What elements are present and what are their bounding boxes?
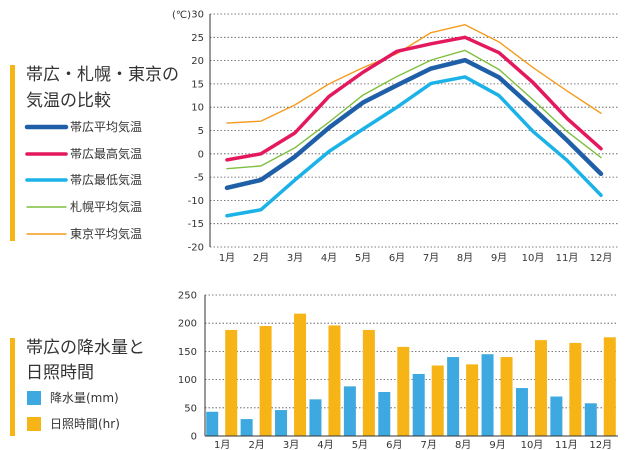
sunshine-bar: [362, 329, 375, 436]
temp-y-tick-label: 15: [191, 79, 204, 90]
rain-legend-swatch: [27, 391, 41, 405]
temp-legend-label: 札幌平均気温: [70, 199, 142, 214]
precip-bar: [447, 357, 460, 436]
sunshine-bar: [569, 342, 582, 436]
temp-title-line-2: 気温の比較: [26, 91, 111, 111]
temperature-chart: -20 -15 -10 -5 0 5 10 15 20 25 30 1月 2月 3月 4月 5月 6月 7月 8月 9…: [188, 10, 618, 264]
sunshine-bar: [397, 346, 410, 436]
temp-y-tick-label: 5: [198, 126, 204, 137]
temp-series-line: [225, 75, 603, 218]
temp-x-tick-label: 7月: [423, 252, 439, 264]
temp-x-tick-label: 2月: [253, 252, 269, 264]
temp-series-line: [225, 35, 603, 162]
temp-x-tick-label: 3月: [287, 252, 303, 264]
temp-series-line: [226, 49, 602, 170]
rain-x-tick-label: 10月: [521, 439, 544, 450]
rain-title-line-2: 日照時間: [26, 363, 94, 383]
temp-legend-label: 帯広最高気温: [70, 146, 142, 161]
sunshine-bar: [225, 329, 238, 436]
rain-x-tick-label: 2月: [248, 439, 264, 450]
temp-y-tick-label: -20: [188, 243, 204, 254]
precip-bar: [309, 399, 322, 436]
temp-x-tick-label: 4月: [321, 252, 337, 264]
temp-y-tick-label: 25: [191, 33, 204, 44]
rain-x-tick-label: 6月: [386, 439, 402, 450]
temp-y-tick-label: 0: [198, 149, 204, 160]
temp-y-tick-label: -10: [188, 196, 204, 207]
sunshine-bar: [466, 364, 479, 436]
sunshine-bar: [431, 365, 444, 436]
temp-y-tick-label: -5: [194, 173, 204, 184]
rain-x-tick-label: 7月: [421, 439, 437, 450]
temp-series-line: [224, 57, 604, 191]
rain-x-tick-label: 8月: [455, 439, 471, 450]
rain-legend-label: 日照時間(hr): [50, 417, 120, 431]
rain-x-tick-label: 11月: [555, 439, 578, 450]
rain-title-line-1: 帯広の降水量と: [26, 338, 145, 358]
temp-y-tick-label: -15: [188, 219, 204, 230]
rain-y-tick-label: 250: [178, 291, 197, 302]
temp-series-line: [226, 24, 602, 124]
rain-x-tick-label: 12月: [589, 439, 612, 450]
rain-y-tick-label: 100: [178, 375, 197, 386]
temp-y-tick-label: 10: [191, 103, 204, 114]
temp-unit-label: (℃): [172, 10, 191, 21]
temp-x-tick-label: 1月: [219, 252, 235, 264]
precip-sunshine-legend: 降水量(mm) 日照時間(hr): [27, 391, 120, 431]
precip-bar: [515, 388, 528, 436]
temp-legend-label: 帯広平均気温: [70, 119, 142, 134]
precip-bar: [584, 403, 597, 436]
precip-bar: [412, 373, 425, 436]
rain-y-tick-label: 50: [184, 403, 197, 414]
rain-x-tick-label: 3月: [283, 439, 299, 450]
rain-y-tick-label: 0: [191, 432, 197, 443]
precip-bar: [481, 354, 494, 436]
temp-x-tick-label: 6月: [389, 252, 405, 264]
sunshine-bar: [500, 357, 513, 436]
temp-title-line-1: 帯広・札幌・東京の: [26, 65, 179, 85]
temp-x-tick-label: 5月: [355, 252, 371, 264]
temp-x-tick-label: 11月: [556, 252, 579, 264]
sunshine-bar: [534, 340, 547, 436]
temp-x-tick-label: 8月: [457, 252, 473, 264]
rain-x-tick-label: 5月: [352, 439, 368, 450]
sunshine-bar: [328, 325, 341, 436]
precip-bar: [240, 419, 253, 436]
rain-x-tick-label: 9月: [489, 439, 505, 450]
precip-bar: [275, 410, 288, 436]
precip-bar: [206, 411, 219, 436]
temp-legend-label: 帯広最低気温: [70, 172, 142, 187]
sunshine-bar: [294, 313, 307, 436]
rain-x-tick-label: 1月: [214, 439, 230, 450]
precip-sunshine-chart: 0 50 100 150 200 250 1月 2月 3月 4月 5月 6月 7月 8月 9月 10月 11月 1…: [178, 291, 618, 450]
precip-bar: [343, 386, 356, 436]
temp-legend-label: 東京平均気温: [70, 226, 142, 241]
temp-x-tick-label: 12月: [590, 252, 613, 264]
rain-y-tick-label: 150: [178, 347, 197, 358]
precip-bar: [378, 392, 391, 436]
sunshine-bar: [259, 326, 272, 436]
sunshine-bar: [603, 337, 616, 436]
rain-y-tick-label: 200: [178, 319, 197, 330]
temp-title-accent-bar: [10, 65, 15, 241]
temp-y-tick-label: 30: [191, 10, 204, 21]
temp-y-tick-label: 20: [191, 56, 204, 67]
temp-x-tick-label: 9月: [491, 252, 507, 264]
rain-legend-swatch: [27, 417, 41, 431]
rain-title-accent-bar: [10, 338, 15, 436]
rain-legend-label: 降水量(mm): [50, 391, 119, 405]
precip-bar: [550, 396, 563, 436]
rain-x-tick-label: 4月: [317, 439, 333, 450]
temp-x-tick-label: 10月: [522, 252, 545, 264]
